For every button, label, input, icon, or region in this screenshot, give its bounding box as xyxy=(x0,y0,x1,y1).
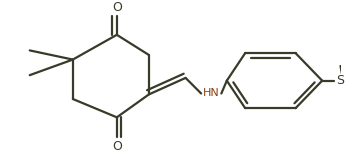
Text: O: O xyxy=(112,140,122,153)
Text: O: O xyxy=(112,1,122,14)
Text: S: S xyxy=(336,74,344,87)
Text: HN: HN xyxy=(203,89,220,98)
